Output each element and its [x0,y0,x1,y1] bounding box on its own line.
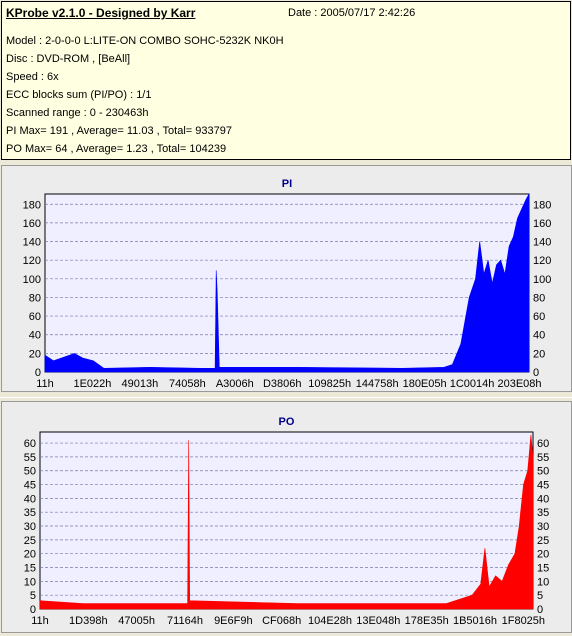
scan-date: Date : 2005/07/17 2:42:26 [288,7,416,19]
po-y-tick-left: 15 [24,563,36,575]
pi-plot-area [44,193,530,373]
po-y-tick-right: 35 [537,507,549,519]
po-x-tick: 1B5016h [453,615,497,627]
pi-y-tick-left: 120 [23,255,41,267]
pi-series-area [44,192,530,373]
po-x-tick: 71164h [167,615,203,627]
po-x-tick: 9E6F9h [214,615,253,627]
po-y-tick-left: 25 [24,535,36,547]
pi-y-tick-left: 80 [29,292,41,304]
po-x-tick: 1D398h [69,615,108,627]
pi-x-tick: 203E08h [497,378,541,390]
po-y-tick-right: 50 [537,466,549,478]
po-x-tick: 104E28h [308,615,352,627]
po-y-tick-right: 45 [537,480,549,492]
po-y-tick-left: 10 [24,576,36,588]
pi-y-tick-right: 40 [533,330,545,342]
pi-y-tick-right: 100 [533,274,551,286]
pi-y-tick-right: 60 [533,311,545,323]
po-y-tick-left: 5 [30,590,36,602]
po-series-area [39,434,534,610]
po-chart-title: PO [279,416,295,428]
pi-x-tick: 1C0014h [450,378,495,390]
po-y-tick-right: 55 [537,452,549,464]
po-y-tick-right: 25 [537,535,549,547]
pi-y-tick-right: 120 [533,255,551,267]
pi-chart-panel: PI 0 0 20 20 40 40 60 60 80 80 100 100 120 120 140 140 16… [1,165,572,392]
po-y-tick-right: 15 [537,563,549,575]
po-x-tick: 178E35h [405,615,449,627]
po-y-tick-right: 40 [537,493,549,505]
po-stats-line: PO Max= 64 , Average= 1.23 , Total= 1042… [6,143,227,155]
divider [0,397,572,398]
pi-y-tick-left: 60 [29,311,41,323]
po-y-tick-right: 5 [537,590,543,602]
po-x-tick: 47005h [118,615,155,627]
pi-y-tick-left: 180 [23,199,41,211]
po-y-tick-left: 35 [24,507,36,519]
po-y-tick-right: 30 [537,521,549,533]
pi-y-tick-right: 160 [533,218,551,230]
pi-y-tick-right: 140 [533,237,551,249]
po-y-tick-right: 60 [537,438,549,450]
pi-stats-line: PI Max= 191 , Average= 11.03 , Total= 93… [6,125,232,137]
po-y-tick-right: 0 [537,604,543,616]
info-box: KProbe v2.1.0 - Designed by Karr Date : … [1,1,571,160]
disc-line: Disc : DVD-ROM , [BeAll] [6,53,131,65]
pi-y-tick-left: 0 [35,367,41,379]
po-x-tick: 11h [31,615,49,627]
pi-x-tick: 180E05h [403,378,447,390]
po-y-tick-left: 50 [24,466,36,478]
pi-x-tick: A3006h [216,378,254,390]
ecc-line: ECC blocks sum (PI/PO) : 1/1 [6,89,152,101]
pi-y-tick-right: 0 [533,367,539,379]
po-y-tick-left: 45 [24,480,36,492]
po-chart-panel: PO 0 0 5 5 10 10 15 15 20 20 25 25 30 30 35 35 40 40 45 45 50… [1,401,572,633]
po-y-tick-right: 20 [537,549,549,561]
pi-x-tick: 49013h [122,378,159,390]
pi-x-tick: 74058h [169,378,206,390]
po-y-tick-right: 10 [537,576,549,588]
pi-x-tick: 144758h [356,378,399,390]
po-x-tick: CF068h [262,615,301,627]
pi-y-tick-right: 80 [533,292,545,304]
po-y-tick-left: 40 [24,493,36,505]
pi-x-tick: 11h [36,378,54,390]
po-y-tick-left: 60 [24,438,36,450]
pi-x-tick: 1E022h [73,378,111,390]
po-y-tick-left: 55 [24,452,36,464]
pi-x-tick: 109825h [308,378,351,390]
po-plot-area [39,431,534,610]
po-y-tick-left: 20 [24,549,36,561]
app-title: KProbe v2.1.0 - Designed by Karr [6,6,196,20]
speed-line: Speed : 6x [6,71,59,83]
pi-x-tick: D3806h [263,378,302,390]
pi-y-tick-left: 100 [23,274,41,286]
pi-y-tick-left: 20 [29,348,41,360]
po-y-tick-left: 0 [30,604,36,616]
po-y-tick-left: 30 [24,521,36,533]
pi-y-tick-right: 20 [533,348,545,360]
pi-y-tick-left: 40 [29,330,41,342]
po-x-tick: 1F8025h [502,615,545,627]
pi-y-tick-left: 160 [23,218,41,230]
pi-chart-title: PI [282,178,292,190]
range-line: Scanned range : 0 - 230463h [6,107,149,119]
pi-y-tick-left: 140 [23,237,41,249]
po-x-tick: 13E048h [356,615,400,627]
model-line: Model : 2-0-0-0 L:LITE-ON COMBO SOHC-523… [6,35,284,47]
pi-y-tick-right: 180 [533,199,551,211]
pi-chart: PI 0 0 20 20 40 40 60 60 80 80 100 100 120 120 140 140 16… [23,178,552,390]
